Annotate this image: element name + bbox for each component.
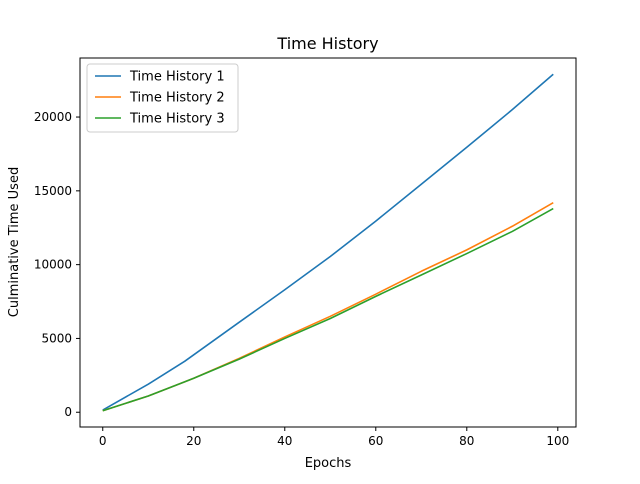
series-line-3	[102, 207, 554, 412]
x-tick-label: 40	[277, 434, 292, 448]
x-tick-label: 80	[459, 434, 474, 448]
plot-frame	[79, 57, 577, 428]
x-axis-label: Epochs	[305, 456, 352, 471]
y-tick-label: 0	[64, 405, 72, 419]
y-tick-label: 15000	[34, 184, 72, 198]
y-tick-label: 10000	[34, 258, 72, 272]
y-tick-label: 5000	[41, 331, 72, 345]
series-line-1	[102, 73, 554, 411]
legend-label-1: Time History 1	[129, 70, 225, 85]
legend-label-2: Time History 2	[129, 91, 225, 106]
legend-label-3: Time History 3	[129, 112, 225, 127]
x-axis-ticks: 0 20 40 60 80 100	[99, 427, 569, 448]
legend-box	[86, 63, 239, 133]
x-tick-label: 0	[99, 434, 107, 448]
x-tick-label: 100	[546, 434, 569, 448]
legend: Time History 1 Time History 2 Time History…	[86, 63, 239, 133]
x-tick-label: 20	[186, 434, 201, 448]
y-axis-ticks: 0 5000 10000 15000 20000	[34, 110, 80, 419]
series-line-2	[102, 201, 554, 412]
chart-title: Time History	[276, 34, 378, 53]
series-layer	[102, 73, 554, 412]
x-tick-label: 60	[368, 434, 383, 448]
y-tick-label: 20000	[34, 110, 72, 124]
y-axis-label: Culminative Time Used	[7, 167, 22, 317]
